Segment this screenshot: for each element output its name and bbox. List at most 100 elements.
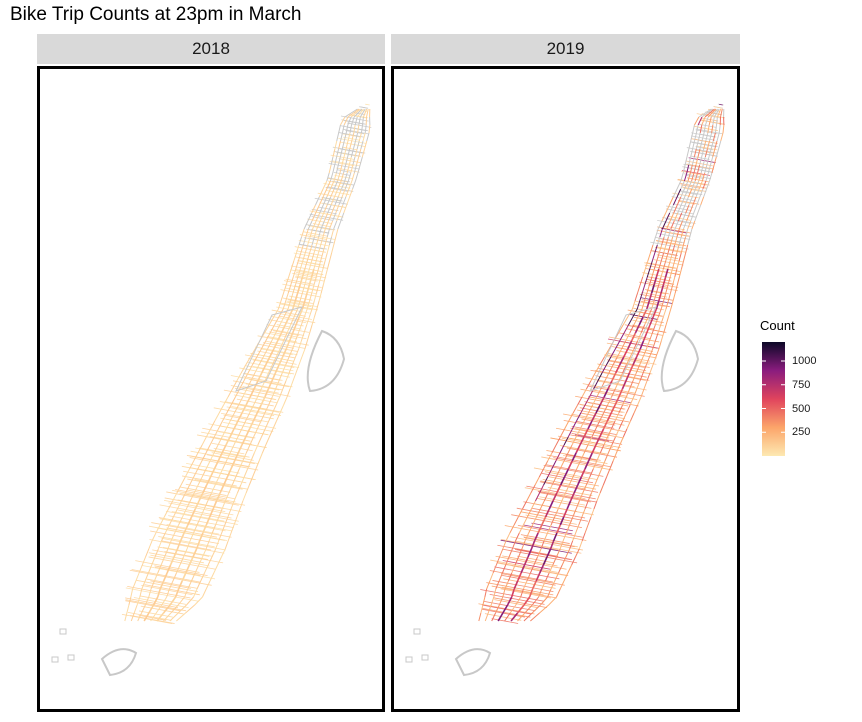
avenue-segment bbox=[290, 292, 294, 302]
street-segment bbox=[489, 593, 545, 605]
avenue-segment bbox=[599, 484, 604, 494]
street-segment bbox=[166, 524, 219, 535]
avenue-segment bbox=[284, 316, 290, 326]
avenue-segment bbox=[697, 204, 702, 214]
avenue-segment bbox=[649, 244, 654, 254]
avenue-segment bbox=[189, 492, 195, 502]
legend-colorbar bbox=[762, 342, 785, 456]
avenue-segment bbox=[211, 548, 217, 558]
avenue-segment bbox=[189, 460, 195, 470]
avenue-segment bbox=[628, 316, 634, 326]
avenue-segment bbox=[657, 308, 662, 318]
avenue-segment bbox=[672, 228, 676, 238]
avenue-segment bbox=[187, 516, 193, 526]
street-segment bbox=[279, 315, 316, 324]
street-segment bbox=[312, 223, 331, 228]
avenue-segment bbox=[292, 268, 297, 278]
avenue-segment bbox=[351, 172, 355, 182]
avenue-segment bbox=[596, 388, 602, 398]
street-segment bbox=[149, 539, 225, 554]
avenue-segment bbox=[315, 204, 320, 214]
street-segment bbox=[247, 362, 294, 372]
avenue-segment bbox=[343, 116, 349, 126]
avenue-segment bbox=[156, 612, 165, 622]
avenue-segment bbox=[179, 556, 184, 566]
avenue-segment bbox=[288, 348, 293, 358]
avenue-segment bbox=[584, 460, 590, 470]
avenue-segment bbox=[163, 612, 172, 622]
avenue-segment bbox=[621, 380, 627, 390]
avenue-segment bbox=[702, 180, 707, 190]
avenue-segment bbox=[686, 212, 691, 222]
avenue-segment bbox=[302, 236, 307, 246]
avenue-segment bbox=[559, 516, 565, 526]
avenue-segment bbox=[639, 372, 644, 382]
avenue-segment bbox=[318, 188, 324, 198]
street-segment bbox=[283, 280, 322, 288]
avenue-segment bbox=[168, 580, 174, 590]
avenue-segment bbox=[699, 156, 703, 166]
avenue-segment bbox=[534, 492, 540, 502]
avenue-segment bbox=[504, 612, 511, 622]
avenue-segment bbox=[141, 556, 147, 566]
avenue-segment bbox=[264, 420, 270, 430]
avenue-segment bbox=[612, 356, 618, 366]
avenue-segment bbox=[686, 148, 690, 158]
avenue-segment bbox=[320, 220, 325, 230]
avenue-segment bbox=[643, 380, 648, 390]
avenue-segment bbox=[615, 428, 620, 438]
avenue-segment bbox=[665, 300, 669, 310]
avenue-segment bbox=[335, 204, 340, 214]
avenue-segment bbox=[712, 132, 716, 142]
avenue-segment bbox=[646, 268, 651, 278]
avenue-segment bbox=[283, 284, 287, 294]
avenue-segment bbox=[498, 596, 504, 606]
avenue-segment bbox=[218, 508, 223, 518]
avenue-segment bbox=[572, 404, 579, 414]
street-segment bbox=[171, 511, 225, 522]
avenue-segment bbox=[584, 396, 590, 406]
avenue-segment bbox=[484, 612, 489, 622]
avenue-segment bbox=[610, 420, 616, 430]
avenue-segment bbox=[227, 508, 232, 518]
avenue-segment bbox=[311, 236, 315, 246]
street-segment bbox=[209, 436, 253, 445]
avenue-segment bbox=[305, 228, 309, 238]
avenue-segment bbox=[230, 460, 236, 470]
avenue-segment bbox=[198, 532, 204, 542]
avenue-segment bbox=[543, 476, 549, 486]
avenue-segment bbox=[690, 148, 694, 158]
avenue-segment bbox=[563, 452, 569, 462]
avenue-segment bbox=[346, 164, 350, 174]
avenue-segment bbox=[585, 476, 591, 486]
avenue-segment bbox=[537, 524, 543, 534]
avenue-segment bbox=[594, 476, 599, 486]
avenue-segment bbox=[650, 284, 655, 294]
avenue-segment bbox=[313, 292, 317, 302]
avenue-segment bbox=[559, 460, 565, 470]
avenue-segment bbox=[253, 428, 258, 438]
avenue-segment bbox=[566, 500, 572, 510]
avenue-segment bbox=[172, 492, 178, 502]
avenue-segment bbox=[312, 220, 317, 230]
avenue-segment bbox=[630, 412, 635, 422]
avenue-segment bbox=[241, 436, 247, 446]
avenue-segment bbox=[667, 276, 671, 286]
avenue-segment bbox=[337, 156, 341, 166]
avenue-segment bbox=[665, 236, 669, 246]
street-segment bbox=[685, 174, 704, 180]
avenue-segment bbox=[572, 508, 577, 518]
avenue-segment bbox=[330, 156, 334, 166]
avenue-segment bbox=[538, 468, 544, 478]
avenue-segment bbox=[669, 212, 675, 222]
avenue-segment bbox=[313, 308, 318, 318]
avenue-segment bbox=[612, 452, 617, 462]
avenue-segment bbox=[529, 564, 535, 574]
governors-island-outline bbox=[454, 648, 492, 677]
street-segment bbox=[517, 524, 583, 538]
avenue-segment bbox=[240, 364, 247, 374]
avenue-segment bbox=[150, 612, 157, 622]
avenue-segment bbox=[538, 588, 543, 598]
avenue-segment bbox=[236, 484, 242, 494]
avenue-segment bbox=[176, 500, 182, 510]
